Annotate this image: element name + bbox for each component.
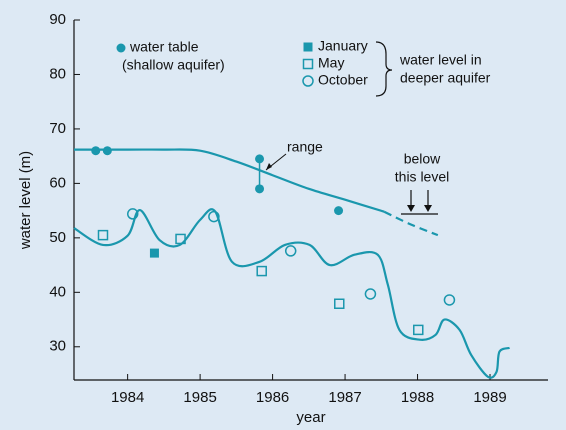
point [413,324,424,336]
point [149,248,159,258]
legend-marker [116,43,126,53]
x-tick-label: 1989 [473,389,506,406]
x-tick-label: 1984 [111,389,144,406]
legend-label: water table [129,39,199,55]
legend-note: (shallow aquifer) [122,57,225,73]
y-tick-label: 70 [49,120,66,137]
y-axis-label: water level (m) [17,151,34,250]
legend-group: deeper aquifer [400,70,491,86]
legend-label: January [318,38,368,54]
line [73,208,510,379]
x-tick-label: 1985 [183,389,216,406]
y-tick-label: 90 [49,11,66,28]
point [255,184,265,194]
y-tick-label: 50 [49,229,66,246]
point [284,245,297,257]
legend-label: October [318,72,368,88]
legend-marker [303,42,313,52]
point [255,154,265,164]
line [383,210,439,237]
point [334,298,345,310]
point [91,146,101,156]
legend-group: water level in [399,52,482,68]
x-tick-label: 1988 [401,389,434,406]
legend-label: May [318,55,344,71]
x-axis-label: year [296,409,325,426]
legend-marker [302,58,314,70]
y-tick-label: 60 [49,174,66,191]
below-marker [401,190,438,215]
y-tick-label: 40 [49,283,66,300]
line [74,148,385,213]
point [97,229,109,241]
point [334,206,344,216]
annotation: this level [395,169,449,185]
point [256,265,267,277]
x-tick-label: 1987 [328,389,361,406]
point [208,210,220,223]
point [126,208,139,220]
annotation: range [287,139,323,155]
annotation: below [404,151,441,167]
point [364,288,377,300]
y-tick-label: 30 [49,338,66,355]
point [102,146,112,156]
legend-marker [302,75,314,87]
legend-brace [375,41,393,97]
x-tick-label: 1986 [256,389,289,406]
annotation-arrowhead [266,163,272,170]
point [443,294,456,306]
point [175,233,186,245]
y-tick-label: 80 [49,65,66,82]
